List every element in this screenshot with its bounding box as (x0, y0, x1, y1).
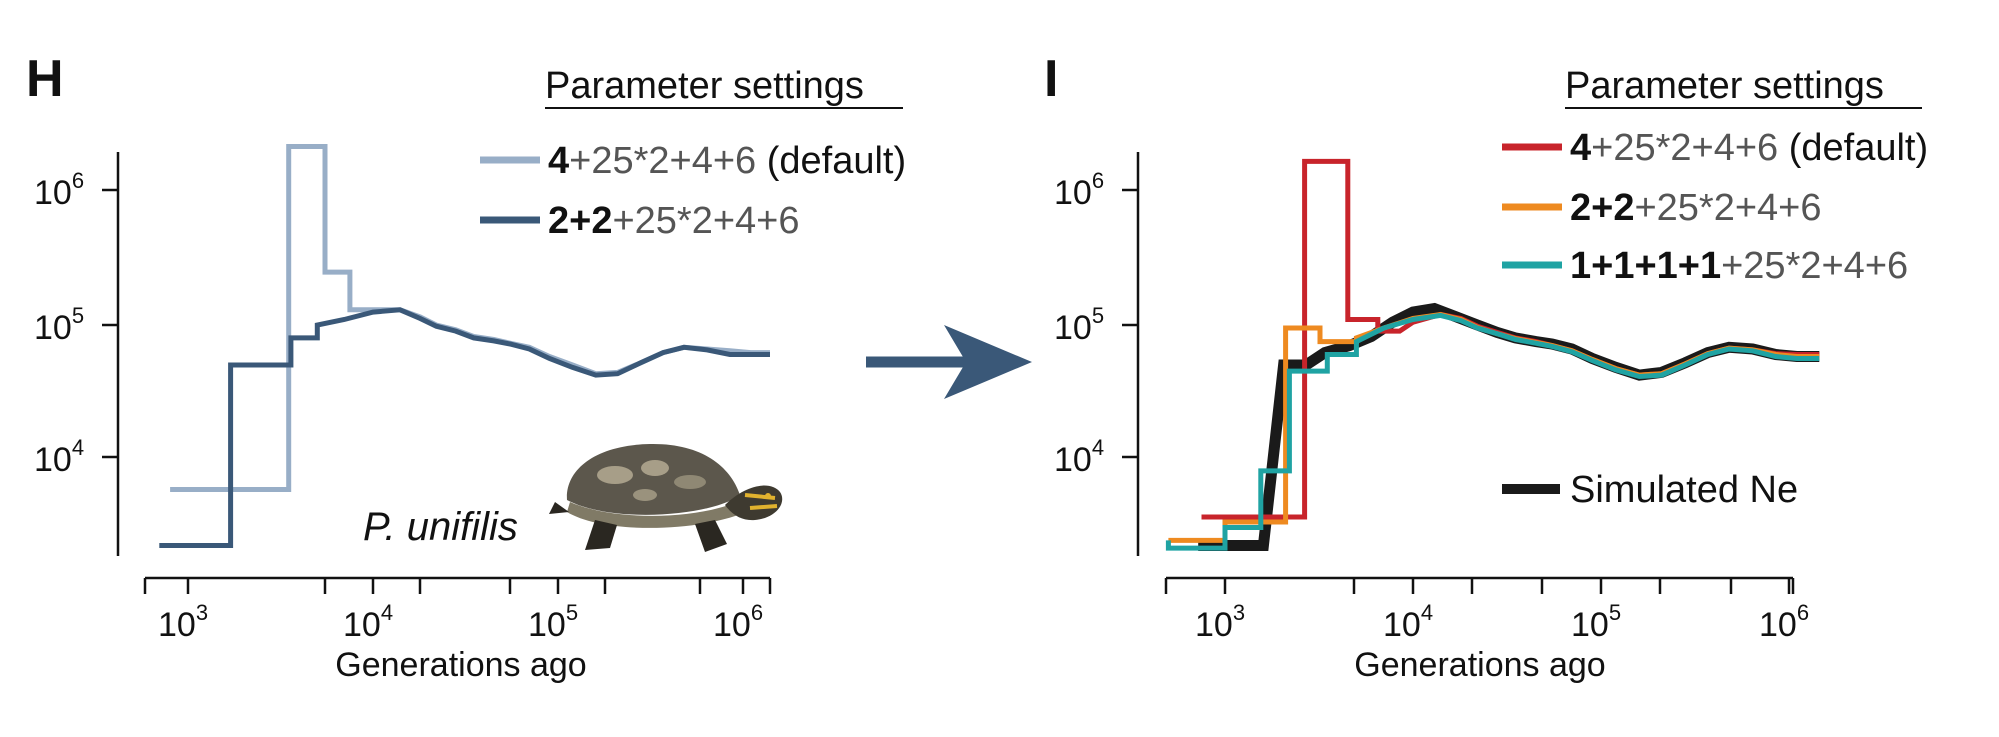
panel-h-letter: H (26, 50, 64, 108)
h-y-tick-label-0: 106 (34, 168, 84, 212)
legend-item-i-simulated: Simulated Ne (1570, 469, 1798, 511)
right-arrow-icon (866, 325, 1032, 399)
panel-i-letter: I (1044, 50, 1058, 108)
legend-item-h-2plus2: 2+2+25*2+4+6 (548, 200, 800, 242)
panel-h-x-axis-label: Generations ago (335, 646, 586, 684)
legend-item-i-default: 4+25*2+4+6 (default) (1570, 127, 1928, 169)
panel-h: H 106 105 104 103 104 105 106 Generations ago… (26, 50, 906, 684)
h-y-tick-label-1: 105 (34, 303, 84, 347)
h-x-tick-label-1: 104 (343, 600, 393, 644)
panel-i-series (1165, 158, 1820, 551)
panel-h-plot: 106 105 104 103 104 105 106 Generations ago (34, 144, 772, 684)
h-y-tick-label-2: 104 (34, 435, 84, 479)
h-x-tick-label-0: 103 (158, 600, 208, 644)
panel-h-series (159, 144, 770, 548)
h-x-tick-label-3: 106 (713, 600, 763, 644)
panel-h-legend-title: Parameter settings (545, 65, 864, 107)
turtle-icon (549, 443, 783, 552)
panel-i-x-ticks: 103 104 105 106 (1164, 578, 1809, 644)
i-series-line-3 (1165, 312, 1820, 551)
legend-item-h-default: 4+25*2+4+6 (default) (548, 140, 906, 182)
h-series-line-0 (170, 144, 770, 492)
panel-h-legend: Parameter settings 4+25*2+4+6 (default) … (480, 65, 906, 242)
i-x-tick-label-2: 105 (1571, 600, 1621, 644)
i-x-tick-label-1: 104 (1383, 600, 1433, 644)
panel-i-y-ticks: 106 105 104 (1054, 168, 1138, 479)
legend-item-i-2plus2: 2+2+25*2+4+6 (1570, 187, 1822, 229)
panel-h-y-ticks: 106 105 104 (34, 168, 118, 479)
i-y-tick-label-2: 104 (1054, 435, 1104, 479)
panel-i: I 106 105 104 103 104 105 106 Generations ago… (1044, 50, 1928, 684)
species-label: P. unifilis (363, 505, 518, 549)
i-y-tick-label-1: 105 (1054, 303, 1104, 347)
h-series-line-1 (159, 307, 770, 548)
i-x-tick-label-3: 106 (1759, 600, 1809, 644)
panel-i-x-axis-label: Generations ago (1354, 646, 1605, 684)
i-x-tick-label-0: 103 (1195, 600, 1245, 644)
panel-i-legend-title: Parameter settings (1565, 65, 1884, 107)
panel-i-plot: 106 105 104 103 104 105 106 Generations ago (1054, 152, 1820, 684)
h-x-tick-label-2: 105 (528, 600, 578, 644)
i-y-tick-label-0: 106 (1054, 168, 1104, 212)
legend-item-i-1plus1: 1+1+1+1+25*2+4+6 (1570, 245, 1908, 287)
panel-i-legend: Parameter settings 4+25*2+4+6 (default) … (1502, 65, 1928, 511)
panel-h-x-ticks: 103 104 105 106 (143, 578, 772, 644)
